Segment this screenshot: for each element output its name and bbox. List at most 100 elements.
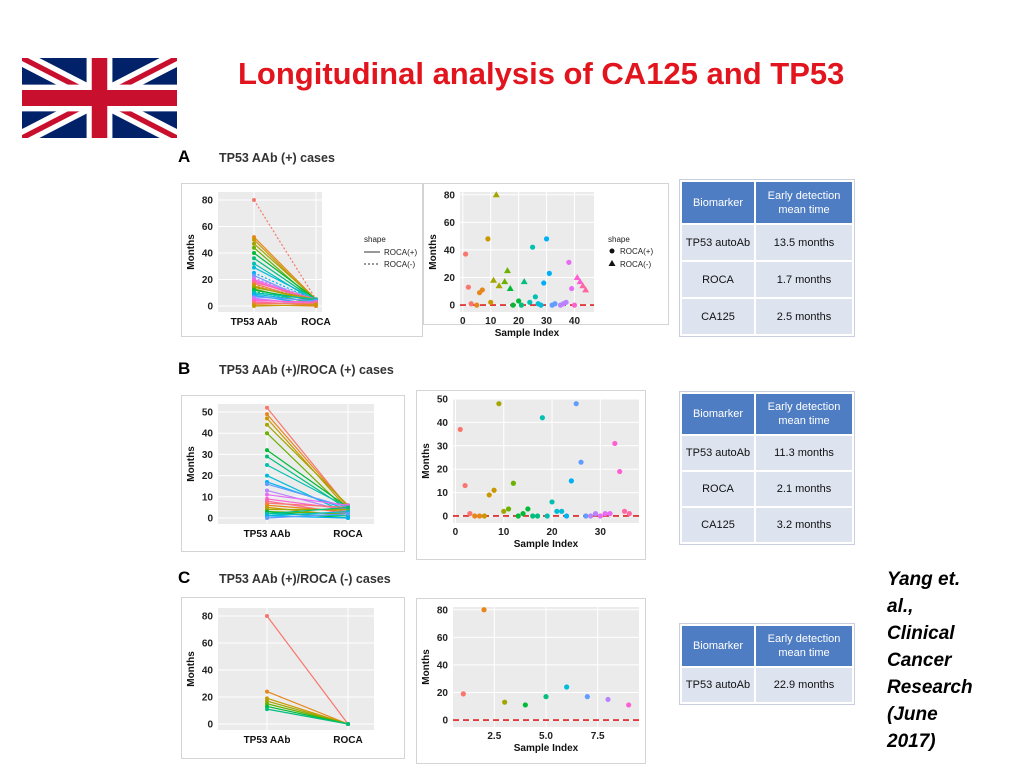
data-point	[564, 684, 570, 690]
series-line	[253, 293, 317, 303]
x-tick-label: 20	[546, 527, 558, 538]
data-point	[584, 694, 590, 700]
table-b: Biomarker Early detection mean time TP53…	[679, 391, 855, 545]
data-point	[265, 463, 269, 467]
section-a-title: TP53 AAb (+) cases	[219, 151, 335, 165]
uk-flag-icon	[18, 50, 181, 146]
series-line	[253, 300, 317, 303]
y-axis-label: Months	[186, 651, 197, 687]
series-line	[266, 511, 349, 517]
data-point	[488, 299, 494, 305]
data-point	[529, 244, 536, 250]
data-point	[525, 506, 531, 512]
table-a-header-biomarker: Biomarker	[682, 182, 754, 223]
x-tick-label: 30	[541, 316, 553, 327]
x-tick-label: 7.5	[591, 731, 605, 742]
citation-text: Yang et. al., Clinical Cancer Research (…	[887, 569, 973, 752]
table-b-cell: 3.2 months	[756, 508, 852, 542]
x-tick-label: 40	[569, 316, 581, 327]
series-line	[266, 708, 349, 725]
y-tick-label: 60	[437, 633, 449, 644]
page-title: Longitudinal analysis of CA125 and TP53	[238, 56, 845, 91]
data-point	[605, 696, 611, 703]
data-point	[265, 482, 269, 487]
series-line	[266, 498, 349, 511]
table-a-header-time: Early detection mean time	[756, 182, 852, 223]
data-point	[472, 513, 478, 519]
table-b-cell: TP53 autoAb	[682, 436, 754, 470]
data-point	[476, 513, 483, 519]
data-point	[460, 691, 466, 697]
series-line	[266, 500, 349, 515]
x-tick-label: 0	[453, 527, 459, 538]
chart-b-scatter: 0 10 20 30 40 50 0 10 20 30 Sample Index Months	[416, 390, 646, 560]
series-line	[266, 691, 349, 725]
y-tick-label: 80	[202, 612, 214, 623]
data-point	[265, 454, 269, 459]
data-point	[481, 607, 487, 613]
x-category-label: TP53 AAb	[231, 317, 278, 328]
data-point	[346, 722, 350, 726]
table-a-cell: 2.5 months	[756, 299, 852, 334]
data-point	[626, 702, 632, 708]
data-point	[265, 448, 269, 453]
data-point	[527, 299, 533, 305]
data-point	[468, 301, 474, 307]
data-point	[346, 511, 350, 516]
data-point	[573, 401, 579, 407]
series-line	[253, 252, 317, 300]
data-point	[546, 270, 552, 276]
y-tick-label: 20	[437, 688, 449, 699]
data-point	[252, 251, 256, 255]
x-tick-label: 0	[460, 316, 466, 327]
data-point	[549, 499, 555, 505]
x-tick-label: 30	[595, 527, 607, 538]
y-tick-label: 40	[202, 429, 214, 440]
table-c-cell: 22.9 months	[756, 668, 852, 702]
series-line	[266, 502, 349, 508]
data-point	[457, 426, 463, 433]
legend-triangle-icon	[608, 260, 616, 266]
y-tick-label: 40	[437, 418, 449, 429]
y-tick-label: 0	[449, 301, 455, 312]
data-point	[314, 302, 318, 307]
data-point	[346, 516, 350, 520]
y-tick-label: 40	[437, 660, 449, 671]
y-tick-label: 20	[437, 465, 449, 476]
data-point	[532, 294, 538, 300]
y-tick-label: 10	[202, 492, 214, 503]
legend-entry: ROCA(+)	[620, 247, 653, 256]
section-c-title: TP53 AAb (+)/ROCA (-) cases	[219, 572, 391, 586]
series-line	[253, 304, 317, 307]
data-point	[265, 488, 269, 493]
series-line	[266, 494, 349, 506]
x-tick-label: 20	[513, 316, 525, 327]
data-point	[592, 511, 599, 517]
series-line	[266, 513, 349, 517]
data-point	[520, 511, 526, 517]
data-point	[541, 280, 547, 286]
x-tick-label: 5.0	[539, 731, 553, 742]
y-tick-label: 20	[202, 275, 214, 286]
data-point	[552, 301, 558, 307]
data-point	[252, 265, 256, 270]
table-c-cell: TP53 autoAb	[682, 668, 754, 702]
x-category-label: TP53 AAb	[244, 529, 291, 540]
data-point	[534, 513, 541, 519]
x-tick-label: 10	[485, 316, 497, 327]
y-tick-label: 50	[437, 395, 449, 406]
data-point	[515, 513, 521, 519]
y-tick-label: 10	[437, 488, 449, 499]
y-axis-label: Months	[186, 446, 197, 482]
x-category-label: TP53 AAb	[244, 735, 291, 746]
x-tick-label: 10	[498, 527, 510, 538]
y-axis-label: Months	[421, 443, 432, 479]
table-b-header-time: Early detection mean time	[756, 394, 852, 434]
table-a-cell: 1.7 months	[756, 262, 852, 297]
C_slope-panel-bg	[218, 608, 374, 730]
legend-title: shape	[364, 235, 386, 244]
y-axis-label: Months	[186, 234, 197, 270]
data-point	[265, 422, 269, 427]
data-point	[571, 302, 578, 308]
data-point-triangle	[495, 282, 503, 289]
